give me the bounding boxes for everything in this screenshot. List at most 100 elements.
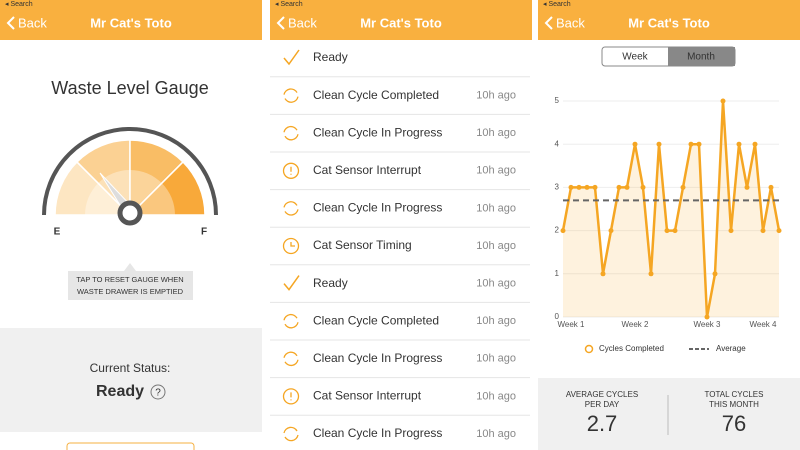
event-label[interactable]: Clean Cycle In Progress: [313, 125, 442, 139]
y-tick-label: 4: [555, 139, 560, 148]
point: [568, 184, 574, 190]
legend-label: Average: [716, 344, 746, 353]
x-tick-label: Week 4: [750, 320, 778, 329]
nav-title: Mr Cat's Toto: [360, 15, 442, 30]
back-chevron[interactable]: [544, 16, 553, 30]
point: [728, 228, 734, 234]
point: [584, 184, 590, 190]
event-label[interactable]: Clean Cycle In Progress: [313, 351, 442, 365]
help-icon[interactable]: [150, 384, 166, 400]
stat-label: AVERAGE CYCLES: [566, 390, 638, 399]
event-label[interactable]: Cat Sensor Timing: [313, 238, 412, 252]
event-label[interactable]: Clean Cycle Completed: [313, 88, 439, 102]
event-label[interactable]: Cat Sensor Interrupt: [313, 163, 422, 177]
event-label[interactable]: Ready: [313, 50, 348, 64]
x-tick-label: Week 1: [558, 320, 586, 329]
chart-bg: [538, 76, 800, 366]
back-chevron[interactable]: [6, 16, 15, 30]
event-label[interactable]: Ready: [313, 276, 348, 290]
status-value: Ready: [96, 383, 144, 400]
point: [696, 141, 702, 147]
point: [664, 228, 670, 234]
stat-label: PER DAY: [585, 400, 620, 409]
stat-value: 76: [722, 411, 746, 436]
point: [704, 314, 710, 320]
icon-circle: [282, 388, 300, 405]
nav-title: Mr Cat's Toto: [90, 15, 172, 30]
stat-label: TOTAL CYCLES: [705, 390, 764, 399]
event-time: 10h ago: [476, 90, 516, 102]
point: [672, 228, 678, 234]
point: [640, 184, 646, 190]
icon-cycle: [283, 126, 299, 141]
icon-cycle: [283, 314, 299, 329]
icon-circle: [282, 237, 300, 255]
gauge-band: [128, 160, 206, 216]
event-time: 10h ago: [476, 127, 516, 139]
point: [624, 184, 630, 190]
event-label[interactable]: Clean Cycle Completed: [313, 313, 439, 327]
stat-value: 2.7: [587, 411, 618, 436]
tooltip-arrow: [124, 263, 136, 271]
point: [600, 271, 606, 277]
icon-cycle: [283, 351, 299, 366]
icon-cycle: [283, 88, 299, 103]
line: [561, 100, 781, 318]
icon-cycle: [283, 201, 299, 216]
gauge-rim: [42, 127, 218, 216]
tooltip-line: WASTE DRAWER IS EMPTIED: [77, 287, 184, 296]
point: [744, 184, 750, 190]
tab[interactable]: Month: [687, 52, 715, 63]
y-tick-label: 0: [555, 312, 560, 321]
y-tick-label: 5: [555, 96, 560, 105]
status-label: Current Status:: [90, 361, 171, 375]
icon-circle: [282, 162, 300, 179]
event-label[interactable]: Cat Sensor Interrupt: [313, 389, 422, 403]
stats-panel: [538, 378, 800, 450]
back-button[interactable]: Back: [18, 15, 47, 30]
reset-button[interactable]: [66, 442, 195, 450]
point: [720, 98, 726, 104]
toggle-active: [668, 47, 735, 66]
point: [752, 141, 758, 147]
event-label[interactable]: Clean Cycle In Progress: [313, 201, 442, 215]
event-time: 10h ago: [476, 428, 516, 440]
event-time: 10h ago: [476, 202, 516, 214]
status-panel: [0, 328, 262, 432]
status-bar: ◂ Search: [543, 1, 571, 8]
icon-cycle: [283, 426, 299, 442]
area: [563, 101, 779, 317]
point: [776, 228, 782, 234]
event-label[interactable]: Clean Cycle In Progress: [313, 426, 442, 440]
point: [688, 141, 694, 147]
point: [736, 141, 742, 147]
y-tick-label: 3: [555, 183, 560, 192]
point: [680, 184, 686, 190]
icon-check: [283, 275, 300, 291]
legend-marker: [584, 344, 594, 354]
event-time: 10h ago: [476, 278, 516, 290]
x-tick-label: Week 2: [622, 320, 650, 329]
event-time: 10h ago: [476, 390, 516, 402]
point: [768, 184, 774, 190]
tooltip-line: TAP TO RESET GAUGE WHEN: [76, 275, 183, 284]
back-button[interactable]: Back: [556, 15, 585, 30]
back-button[interactable]: Back: [288, 15, 317, 30]
gauge-full: F: [201, 227, 207, 238]
point: [608, 228, 614, 234]
back-chevron[interactable]: [276, 16, 285, 30]
help-text[interactable]: ?: [155, 388, 161, 399]
point: [592, 184, 598, 190]
nav-bar: [538, 0, 800, 40]
tab[interactable]: Week: [622, 52, 648, 63]
gauge[interactable]: [42, 127, 218, 226]
legend-label: Cycles Completed: [599, 344, 664, 353]
point: [616, 184, 622, 190]
nav-title: Mr Cat's Toto: [628, 15, 710, 30]
heading: Waste Level Gauge: [51, 78, 208, 98]
point: [656, 141, 662, 147]
status-bar: ◂ Search: [275, 1, 303, 8]
point: [576, 184, 582, 190]
